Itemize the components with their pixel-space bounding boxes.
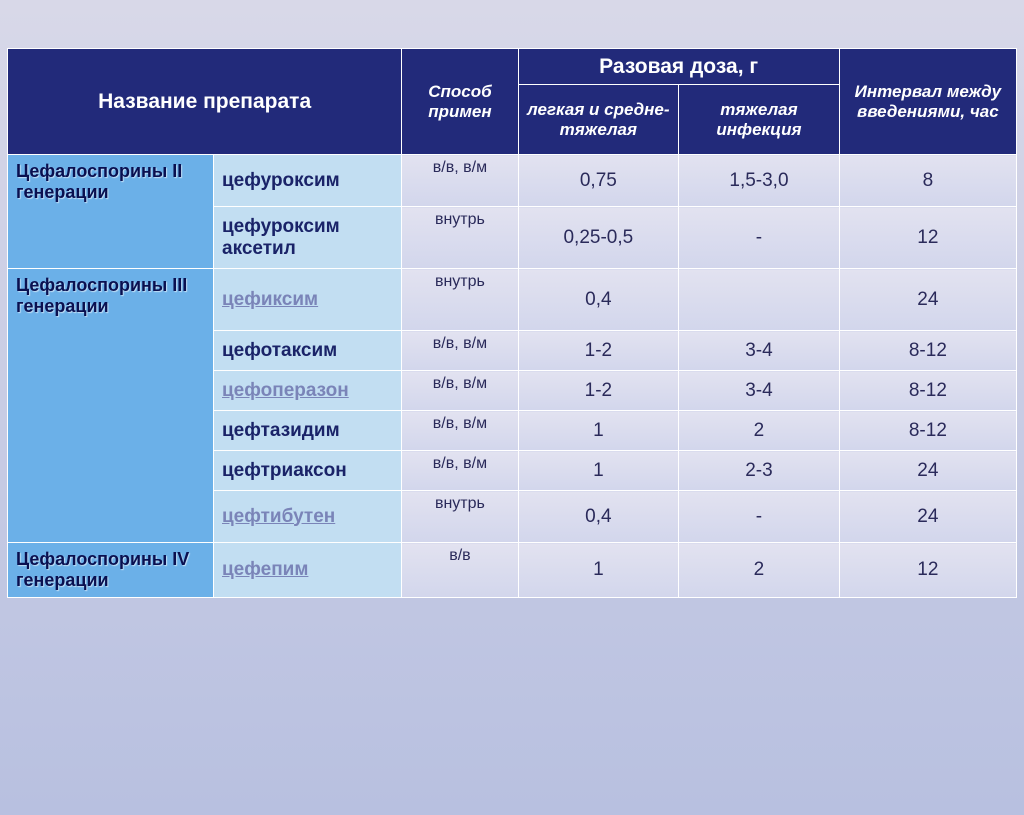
dose-heavy-cell: 1,5-3,0	[679, 155, 840, 207]
dose-light-cell: 1-2	[518, 331, 679, 371]
header-single-dose: Разовая доза, г	[518, 49, 839, 85]
dose-light-cell: 1	[518, 543, 679, 598]
header-method: Способ примен	[402, 49, 518, 155]
drug-cell[interactable]: цефиксим	[214, 269, 402, 331]
route-cell: в/в, в/м	[402, 451, 518, 491]
drug-cell: цефотаксим	[214, 331, 402, 371]
table-row: Цефалоспорины III генерациицефиксимвнутр…	[8, 269, 1017, 331]
group-cell: Цефалоспорины III генерации	[8, 269, 214, 543]
interval-cell: 24	[839, 491, 1016, 543]
header-dose-heavy: тяжелая инфекция	[679, 85, 840, 155]
table-body: Цефалоспорины II генерациицефуроксимв/в,…	[8, 155, 1017, 598]
dose-light-cell: 0,25-0,5	[518, 207, 679, 269]
dose-heavy-cell: 2	[679, 411, 840, 451]
header-drug-name: Название препарата	[8, 49, 402, 155]
interval-cell: 8	[839, 155, 1016, 207]
drug-link[interactable]: цефепим	[222, 559, 308, 580]
drug-cell: цефуроксим аксетил	[214, 207, 402, 269]
drug-link[interactable]: цефтибутен	[222, 506, 335, 527]
dose-heavy-cell: -	[679, 207, 840, 269]
interval-cell: 24	[839, 451, 1016, 491]
dose-heavy-cell	[679, 269, 840, 331]
dosage-table: Название препарата Способ примен Разовая…	[7, 48, 1017, 598]
drug-cell[interactable]: цефепим	[214, 543, 402, 598]
route-cell: внутрь	[402, 491, 518, 543]
dose-light-cell: 1-2	[518, 371, 679, 411]
dose-light-cell: 0,75	[518, 155, 679, 207]
route-cell: в/в	[402, 543, 518, 598]
route-cell: внутрь	[402, 207, 518, 269]
interval-cell: 12	[839, 543, 1016, 598]
dose-heavy-cell: 3-4	[679, 371, 840, 411]
drug-cell: цефтриаксон	[214, 451, 402, 491]
interval-cell: 8-12	[839, 371, 1016, 411]
route-cell: в/в, в/м	[402, 371, 518, 411]
dose-heavy-cell: 2-3	[679, 451, 840, 491]
dose-heavy-cell: 2	[679, 543, 840, 598]
interval-cell: 12	[839, 207, 1016, 269]
table-row: Цефалоспорины II генерациицефуроксимв/в,…	[8, 155, 1017, 207]
dose-heavy-cell: -	[679, 491, 840, 543]
dose-heavy-cell: 3-4	[679, 331, 840, 371]
route-cell: в/в, в/м	[402, 411, 518, 451]
interval-cell: 8-12	[839, 411, 1016, 451]
drug-cell: цефтазидим	[214, 411, 402, 451]
interval-cell: 8-12	[839, 331, 1016, 371]
interval-cell: 24	[839, 269, 1016, 331]
group-cell: Цефалоспорины II генерации	[8, 155, 214, 269]
table-row: Цефалоспорины IV генерациицефепимв/в1212	[8, 543, 1017, 598]
group-cell: Цефалоспорины IV генерации	[8, 543, 214, 598]
drug-cell[interactable]: цефтибутен	[214, 491, 402, 543]
route-cell: в/в, в/м	[402, 331, 518, 371]
header-dose-light: легкая и средне-тяжелая	[518, 85, 679, 155]
route-cell: в/в, в/м	[402, 155, 518, 207]
drug-cell: цефуроксим	[214, 155, 402, 207]
dose-light-cell: 1	[518, 451, 679, 491]
dose-light-cell: 0,4	[518, 491, 679, 543]
dose-light-cell: 1	[518, 411, 679, 451]
drug-link[interactable]: цефоперазон	[222, 380, 349, 401]
drug-link[interactable]: цефиксим	[222, 289, 318, 310]
header-interval: Интервал между введениями, час	[839, 49, 1016, 155]
route-cell: внутрь	[402, 269, 518, 331]
drug-cell[interactable]: цефоперазон	[214, 371, 402, 411]
dose-light-cell: 0,4	[518, 269, 679, 331]
